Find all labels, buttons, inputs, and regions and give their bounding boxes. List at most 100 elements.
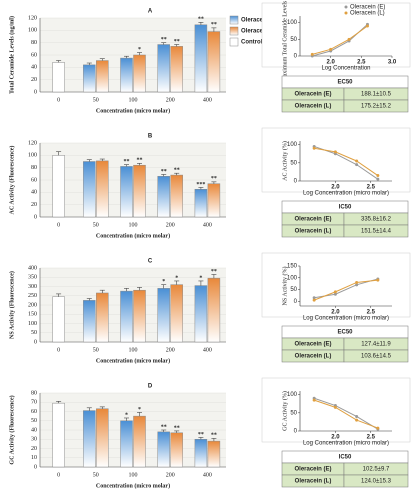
x-tick-label: 200	[166, 347, 175, 353]
y-tick-label: 100	[28, 28, 37, 34]
significance-mark: **	[211, 433, 217, 439]
error-bar	[56, 401, 62, 404]
bar	[207, 183, 221, 218]
data-point	[329, 47, 333, 51]
error-bar	[86, 159, 92, 162]
y-tick-label: 0	[34, 464, 37, 470]
x-tick-label: 100	[129, 347, 138, 353]
data-point	[355, 414, 359, 418]
x-tick-label: 2.5	[367, 435, 376, 441]
x-tick-label: 200	[166, 97, 175, 103]
table-header: EC50	[337, 330, 353, 336]
x-axis-title: Log Concentration	[321, 66, 370, 72]
chart-frame	[261, 2, 411, 68]
panel-title: C	[148, 259, 153, 265]
bar	[120, 290, 133, 343]
legend-swatch	[229, 15, 239, 25]
error-bar	[198, 280, 204, 286]
error-bar	[174, 430, 180, 433]
data-point	[355, 280, 359, 284]
significance-mark: **	[161, 37, 167, 43]
bar	[52, 296, 65, 343]
x-tick-label: 50	[93, 472, 99, 478]
table-cell-text: 188.1±10.5	[361, 92, 392, 98]
y-tick-label: 100	[287, 20, 298, 26]
bar	[133, 164, 146, 218]
bar	[52, 155, 65, 218]
significance-mark: *	[162, 279, 165, 285]
bar	[96, 292, 109, 343]
error-bar	[86, 62, 92, 65]
bar	[96, 160, 109, 218]
x-tick-label: 3.0	[388, 60, 397, 66]
significance-mark: **	[211, 269, 217, 275]
bar	[83, 300, 96, 343]
significance-mark: **	[198, 17, 204, 23]
y-tick-label: 120	[28, 140, 37, 146]
x-tick-label: 400	[203, 222, 212, 228]
significance-mark: **	[161, 169, 167, 175]
y-tick-label: 60	[31, 177, 37, 183]
y-tick-label: 350	[28, 275, 37, 281]
panel-title: A	[148, 9, 153, 15]
bar	[170, 432, 183, 468]
table-cell-text: Oleracein (E)	[294, 342, 331, 348]
error-bar	[198, 187, 204, 190]
x-tick-label: 2.0	[326, 60, 335, 66]
data-point	[355, 163, 359, 167]
data-point	[312, 146, 316, 150]
significance-mark: **	[124, 159, 130, 165]
x-tick-label: 0	[57, 472, 60, 478]
y-tick-label: 50	[290, 160, 297, 166]
y-tick-label: 30	[31, 437, 37, 443]
bar	[194, 24, 208, 93]
y-tick-label: 0	[294, 429, 298, 435]
y-tick-label: 20	[31, 446, 37, 452]
error-bar	[99, 158, 105, 161]
error-bar	[124, 288, 129, 292]
data-point	[333, 405, 337, 409]
y-axis-title: NS Activity (Fluorescence)	[8, 271, 15, 339]
table-cell-text: Oleracein (L)	[295, 479, 332, 485]
y-tick-label: 200	[28, 302, 37, 308]
bar	[52, 402, 65, 468]
y-tick-label: 100	[28, 153, 37, 159]
y-axis-title: Total Ceramide Levels (ng/ml)	[8, 16, 15, 94]
y-tick-label: 250	[28, 293, 37, 299]
data-point	[355, 418, 359, 422]
x-tick-label: 50	[93, 347, 99, 353]
x-tick-label: 0	[57, 97, 60, 103]
bar	[207, 277, 221, 343]
y-tick-label: 0	[294, 179, 298, 185]
y-tick-label: 150	[28, 312, 37, 318]
y-tick-label: 40	[31, 65, 37, 71]
y-tick-label: 150	[287, 264, 298, 270]
y-tick-label: 120	[28, 15, 37, 21]
table-cell-text: Oleracein (E)	[294, 217, 331, 223]
x-axis-title: Log Concentration (micro molar)	[303, 316, 389, 322]
error-bar	[211, 181, 217, 184]
table-cell-text: 127.4±11.9	[361, 342, 391, 348]
y-tick-label: 0	[34, 339, 37, 345]
bar	[157, 44, 170, 93]
dose-curve	[314, 147, 379, 176]
significance-mark: **	[174, 39, 180, 45]
legend-label: Oleracein (L)	[241, 29, 278, 35]
data-point	[333, 292, 337, 296]
chart-frame	[261, 252, 411, 318]
table-cell-text: 103.6±14.5	[361, 354, 392, 360]
y-tick-label: 40	[31, 427, 37, 433]
x-axis-title: Concentration (micro molar)	[96, 232, 170, 239]
error-bar	[174, 172, 180, 176]
y-tick-label: 80	[31, 390, 37, 396]
bar	[133, 54, 146, 93]
bar	[96, 408, 109, 468]
error-bar	[99, 58, 105, 61]
significance-mark: ***	[196, 182, 205, 188]
data-point	[310, 52, 314, 56]
bar	[207, 440, 221, 468]
y-tick-label: 100	[287, 275, 298, 281]
legend-marker	[344, 5, 348, 9]
y-tick-label: 400	[28, 265, 37, 271]
legend-label: Oleracein (L)	[350, 11, 385, 17]
